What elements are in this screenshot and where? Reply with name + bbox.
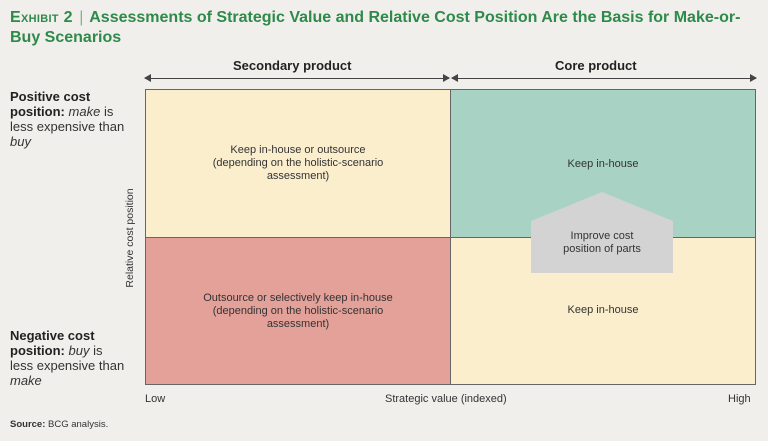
column-header-secondary: Secondary product [233,58,352,73]
y-axis-label: Relative cost position [124,188,136,288]
x-axis-high-label: High [728,393,751,405]
title-separator: | [79,9,84,26]
quadrant-top-left-text: Keep in-house or outsource (depending on… [213,144,384,183]
improve-cost-callout-label: Improve cost position of parts [531,230,673,256]
x-axis-low-label: Low [145,393,166,405]
row-label-positive-mid: is less expensive than [10,104,125,134]
row-label-positive-italic1: make [68,104,101,119]
arrow-head-left-icon [144,74,151,82]
arrow-head-right-icon [750,74,757,82]
row-label-negative: Negative cost position: buy is less expe… [10,328,125,388]
row-label-negative-mid: is less expensive than [10,343,125,373]
row-label-positive-bold: Positive cost position: [10,89,91,119]
quadrant-bottom-left-text: Outsource or selectively keep in-house (… [203,292,393,331]
callout-line1: Improve cost [570,230,634,242]
callout-line2: position of parts [563,243,641,255]
row-label-negative-bold: Negative cost position: [10,328,95,358]
arrow-head-right-icon [443,74,450,82]
quadrant-bottom-left: Outsource or selectively keep in-house (… [146,238,451,384]
quadrant-top-left-line3: assessment) [266,170,330,182]
house-arrow-shape [531,192,673,273]
row-label-positive-italic2: buy [10,134,31,149]
row-label-positive: Positive cost position: make is less exp… [10,89,125,149]
source-label: Source: [10,419,46,430]
quadrant-top-left-line2: (depending on the holistic-scenario [212,157,384,169]
quadrant-bottom-left-line1: Outsource or selectively keep in-house [203,291,393,304]
arrow-head-left-icon [451,74,458,82]
x-axis-title: Strategic value (indexed) [385,393,507,405]
secondary-range-arrow [144,74,450,82]
quadrant-top-left: Keep in-house or outsource (depending on… [146,90,451,238]
column-header-core: Core product [555,58,637,73]
quadrant-bottom-left-line2: (depending on the holistic-scenario [212,304,384,317]
row-label-negative-italic1: buy [68,343,90,358]
row-label-negative-italic2: make [10,373,42,388]
quadrant-top-left-line1: Keep in-house or outsource [230,144,366,156]
source-text: BCG analysis. [48,419,109,430]
title-text: Assessments of Strategic Value and Relat… [10,9,741,46]
source-note: Source: BCG analysis. [10,419,108,430]
quadrant-top-right-line1: Keep in-house [567,158,639,170]
quadrant-bottom-right-line1: Keep in-house [567,304,639,316]
improve-cost-callout-shape [531,192,673,273]
exhibit-title: Exhibit 2 | Assessments of Strategic Val… [10,8,760,48]
exhibit-number: Exhibit 2 [10,9,73,26]
quadrant-bottom-left-line3: assessment) [266,317,330,330]
core-range-arrow [451,74,757,82]
matrix-grid: Keep in-house or outsource (depending on… [145,89,756,385]
